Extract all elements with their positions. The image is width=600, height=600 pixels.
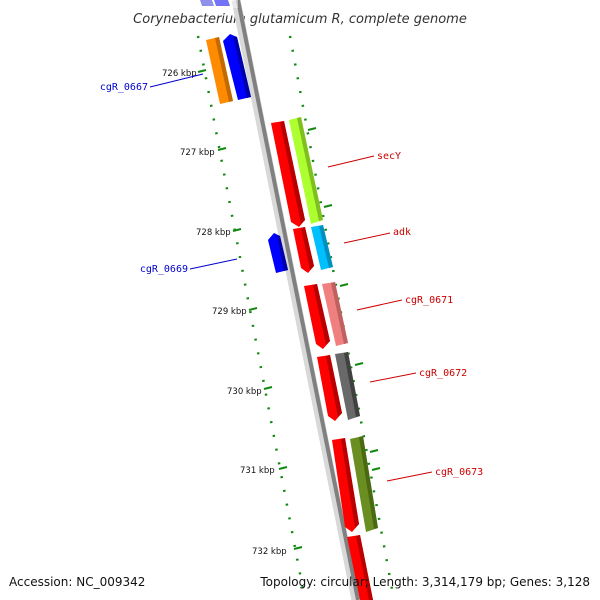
- tick-mark: [278, 466, 288, 470]
- backbone-line: [236, 0, 360, 600]
- feature-red-adk-shade: [301, 227, 314, 270]
- gene-label-cgR-0673: cgR_0673: [435, 467, 483, 478]
- tick-mark: [248, 307, 258, 311]
- feature-orange-shade: [215, 37, 233, 102]
- feature-red-bottom-shade: [356, 535, 373, 600]
- leader-line-cgR-0673: [386, 471, 433, 482]
- feature-bar-top-fade: [198, 0, 238, 8]
- gene-label-cgR-0667: cgR_0667: [100, 82, 148, 93]
- gene-label-cgR-0669: cgR_0669: [140, 264, 188, 275]
- feature-pink-0671-shade: [331, 282, 348, 344]
- tick-mark: [263, 386, 273, 390]
- map-title: Corynebacterium glutamicum R, complete g…: [133, 12, 467, 27]
- accession-text: Accession: NC_009342: [9, 575, 145, 589]
- feature-cyan-adk-shade: [319, 225, 333, 268]
- feature-red-0672-shade: [326, 355, 342, 417]
- genome-summary-text: Topology: circular; Length: 3,314,179 bp…: [259, 575, 590, 589]
- leader-line-secY: [327, 155, 375, 168]
- tick-mark: [217, 147, 227, 151]
- leader-line-cgR-0667: [149, 73, 204, 88]
- leader-line-cgR-0671: [356, 299, 403, 311]
- tick-label: 729 kbp: [212, 307, 247, 317]
- tick-mark: [197, 69, 207, 73]
- feature-bar-top-1: [200, 0, 214, 6]
- left-guide-track: [196, 35, 307, 600]
- gene-labels: cgR_0667 secY adk cgR_0669 cgR_0671 cgR_…: [100, 73, 483, 482]
- right-tick-marks: [307, 127, 381, 471]
- tick-label: 728 kbp: [196, 228, 231, 238]
- leader-line-cgR-0669: [189, 258, 238, 270]
- leader-line-cgR-0672: [369, 372, 417, 383]
- tick-label: 732 kbp: [252, 547, 287, 557]
- guide-tracks: [196, 35, 396, 600]
- feature-red-secy-shade: [280, 121, 305, 224]
- feature-red-0671-shade: [313, 284, 330, 345]
- feature-green-secy-shade: [297, 117, 323, 221]
- gene-label-secY: secY: [377, 151, 401, 162]
- tick-label: 727 kbp: [180, 148, 215, 158]
- features: [198, 0, 378, 600]
- gene-label-adk: adk: [393, 227, 411, 238]
- feature-gray-0672-shade: [344, 352, 360, 417]
- feature-blue-1-shade: [233, 36, 251, 98]
- right-guide-track: [288, 35, 396, 600]
- feature-olive-0673-shade: [359, 436, 378, 529]
- tick-label: 731 kbp: [240, 466, 275, 476]
- gene-label-cgR-0672: cgR_0672: [419, 368, 467, 379]
- gene-label-cgR-0671: cgR_0671: [405, 295, 453, 306]
- feature-bar-top-2: [214, 0, 230, 6]
- tick-mark: [293, 546, 303, 550]
- tick-mark: [232, 228, 242, 232]
- tick-label: 726 kbp: [162, 69, 197, 79]
- feature-blue-0669-shade: [277, 235, 288, 271]
- backbone: [231, 0, 361, 600]
- tick-labels: 726 kbp 727 kbp 728 kbp 729 kbp 730 kbp …: [162, 69, 303, 557]
- leader-line-adk: [343, 232, 391, 244]
- feature-red-0673-shade: [341, 438, 359, 528]
- tick-label: 730 kbp: [227, 387, 262, 397]
